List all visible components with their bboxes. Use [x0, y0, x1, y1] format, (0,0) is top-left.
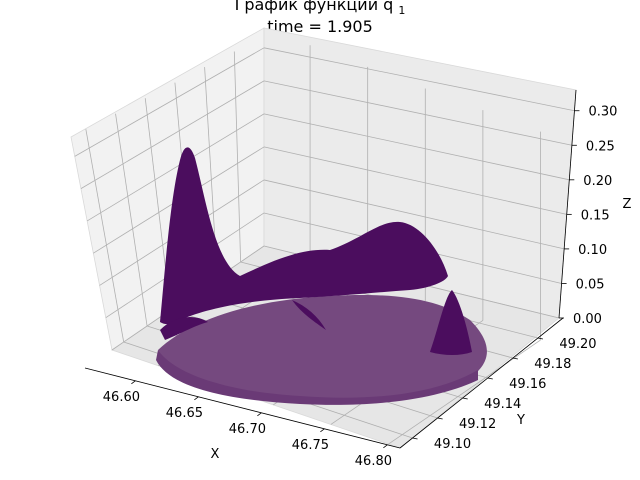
z-tick-label: 0.15 [581, 208, 610, 223]
x-tick-label: 46.80 [355, 454, 392, 469]
surface-floor-rim [156, 350, 478, 405]
y-tick-mark [537, 337, 544, 340]
x-tick-label: 46.70 [229, 422, 266, 437]
x-axis-label: X [211, 447, 220, 462]
z-grid-line-left [80, 80, 265, 189]
y-tick-label: 49.10 [434, 437, 471, 452]
z-grid-line-left [86, 113, 265, 222]
z-grid-line-back [263, 47, 575, 112]
x-grid-line [388, 339, 541, 445]
y-tick-mark [412, 437, 418, 440]
y-tick-mark [462, 397, 468, 400]
x-tick-mark [320, 428, 325, 433]
z-tick-label: 0.00 [573, 312, 602, 327]
chart-title-subscript: 1 [398, 4, 405, 17]
z-tick-label: 0.20 [583, 174, 612, 189]
x-tick-mark [257, 412, 262, 417]
y-tick-mark [437, 417, 443, 420]
z-grid-line-back [263, 179, 565, 250]
y-tick-mark [512, 357, 518, 360]
x-tick-label: 46.65 [166, 406, 203, 421]
z-tick-label: 0.10 [578, 243, 607, 258]
z-ticks: 0.00 0.05 0.10 0.15 0.20 0.25 0.30 [559, 105, 617, 327]
z-axis-label: Z [623, 197, 632, 212]
z-grid-line-back [263, 80, 572, 146]
y-tick-label: 49.16 [509, 377, 546, 392]
x-tick-mark [194, 396, 199, 401]
z-tick-label: 0.05 [576, 277, 605, 292]
x-ticks: 46.60 46.65 46.70 46.75 46.80 [103, 380, 392, 469]
y-grid-line-left [85, 129, 125, 343]
surface-floor-light [158, 295, 487, 402]
y-axis-label: Y [516, 413, 525, 428]
surface-right-ridge [430, 290, 472, 355]
y-tick-label: 49.14 [484, 397, 521, 412]
surface-left-fold [160, 317, 208, 340]
z-axis-line [558, 89, 577, 319]
y-grid-line-left [233, 51, 242, 263]
z-grid-line-back [263, 113, 570, 181]
z-grid-line-back [263, 146, 567, 215]
y-axis-line [399, 317, 564, 449]
y-grid-line-left [115, 113, 148, 327]
chart-title-line1: График функции q 1 [235, 0, 406, 17]
surface-center-fold [292, 300, 326, 330]
x-tick-mark [131, 380, 136, 385]
y-tick-label: 49.20 [559, 337, 596, 352]
x-axis-line [84, 367, 401, 449]
y-ticks: 49.10 49.12 49.14 49.16 49.18 49.20 [412, 337, 597, 452]
x-tick-label: 46.60 [103, 390, 140, 405]
surface-body [160, 147, 448, 325]
z-tick-label: 0.30 [588, 105, 617, 120]
surface [156, 147, 487, 405]
axes [84, 89, 577, 449]
z-grid-line-left [74, 47, 265, 157]
y-tick-mark [487, 377, 493, 380]
y-tick-label: 49.18 [534, 357, 571, 372]
z-tick-label: 0.25 [586, 139, 615, 154]
chart-title-line2: time = 1.905 [267, 17, 373, 36]
y-tick-label: 49.12 [459, 417, 496, 432]
x-tick-mark [383, 444, 388, 449]
x-tick-label: 46.75 [292, 438, 329, 453]
